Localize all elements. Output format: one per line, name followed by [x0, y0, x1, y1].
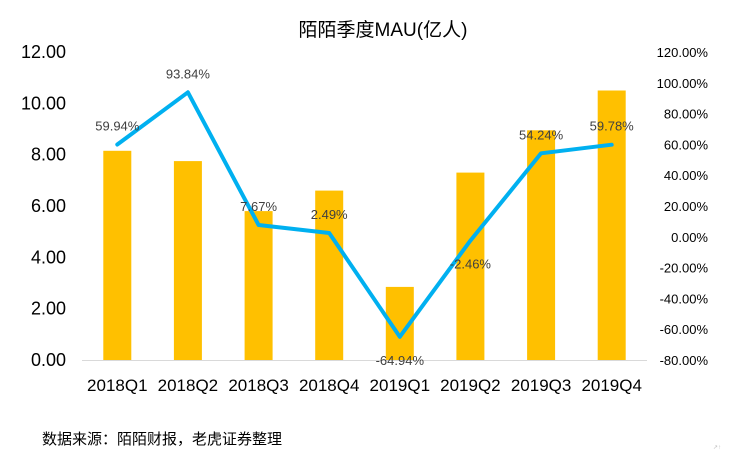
bar-2019Q2 — [456, 172, 485, 360]
bar-2018Q1 — [103, 150, 132, 360]
bar-2019Q4 — [597, 90, 626, 360]
growth-data-label: 54.24% — [519, 127, 564, 142]
left-axis: 0.00 2.00 4.00 6.00 8.00 10.00 12.00 — [21, 42, 66, 370]
left-tick-label: 8.00 — [31, 145, 66, 165]
growth-data-label: 2.49% — [311, 207, 348, 222]
x-tick-label: 2019Q4 — [581, 376, 642, 395]
left-tick-label: 4.00 — [31, 247, 66, 267]
bar-2018Q3 — [244, 211, 273, 360]
corner-mark: ↗↑ — [713, 445, 722, 451]
right-tick-label: 80.00% — [664, 107, 709, 122]
right-tick-label: -80.00% — [660, 353, 709, 368]
right-tick-label: 20.00% — [664, 199, 709, 214]
x-tick-label: 2018Q4 — [299, 376, 360, 395]
right-tick-label: -20.00% — [660, 261, 709, 276]
right-tick-label: -60.00% — [660, 322, 709, 337]
x-tick-label: 2018Q2 — [158, 376, 219, 395]
x-axis: 2018Q1 2018Q2 2018Q3 2018Q4 2019Q1 2019Q2 2019… — [82, 360, 647, 395]
right-tick-label: 40.00% — [664, 168, 709, 183]
left-tick-label: 0.00 — [31, 350, 66, 370]
growth-data-label: 93.84% — [166, 66, 211, 81]
bar-2018Q4 — [315, 190, 344, 360]
growth-data-label: -2.46% — [450, 257, 492, 272]
chart-title: 陌陌季度MAU(亿人) — [299, 19, 468, 41]
left-tick-label: 12.00 — [21, 42, 66, 62]
x-tick-label: 2019Q3 — [511, 376, 572, 395]
right-tick-label: -40.00% — [660, 291, 709, 306]
left-tick-label: 6.00 — [31, 196, 66, 216]
growth-data-label: 7.67% — [240, 199, 277, 214]
x-tick-label: 2018Q1 — [87, 376, 148, 395]
right-axis: -80.00% -60.00% -40.00% -20.00% 0.00% 20.00% 4… — [657, 45, 709, 368]
growth-data-label: 59.94% — [95, 119, 140, 134]
right-tick-label: 0.00% — [671, 230, 708, 245]
right-tick-label: 120.00% — [657, 45, 709, 60]
right-tick-label: 100.00% — [657, 76, 709, 91]
growth-line — [115, 90, 614, 339]
left-tick-label: 10.00 — [21, 93, 66, 113]
x-tick-label: 2019Q2 — [440, 376, 501, 395]
bar-2018Q2 — [173, 161, 202, 360]
x-tick-label: 2019Q1 — [370, 376, 431, 395]
right-tick-label: 60.00% — [664, 137, 709, 152]
growth-data-label: -64.94% — [376, 353, 425, 368]
growth-data-label: 59.78% — [590, 119, 635, 134]
bar-2019Q3 — [527, 130, 556, 360]
left-tick-label: 2.00 — [31, 299, 66, 319]
line-layer — [115, 90, 614, 339]
data-labels: 59.94% 93.84% 7.67% 2.49% -64.94% -2.46% 54.24… — [95, 66, 635, 368]
source-note: 数据来源：陌陌财报，老虎证券整理 — [42, 430, 283, 448]
x-tick-label: 2018Q3 — [228, 376, 289, 395]
